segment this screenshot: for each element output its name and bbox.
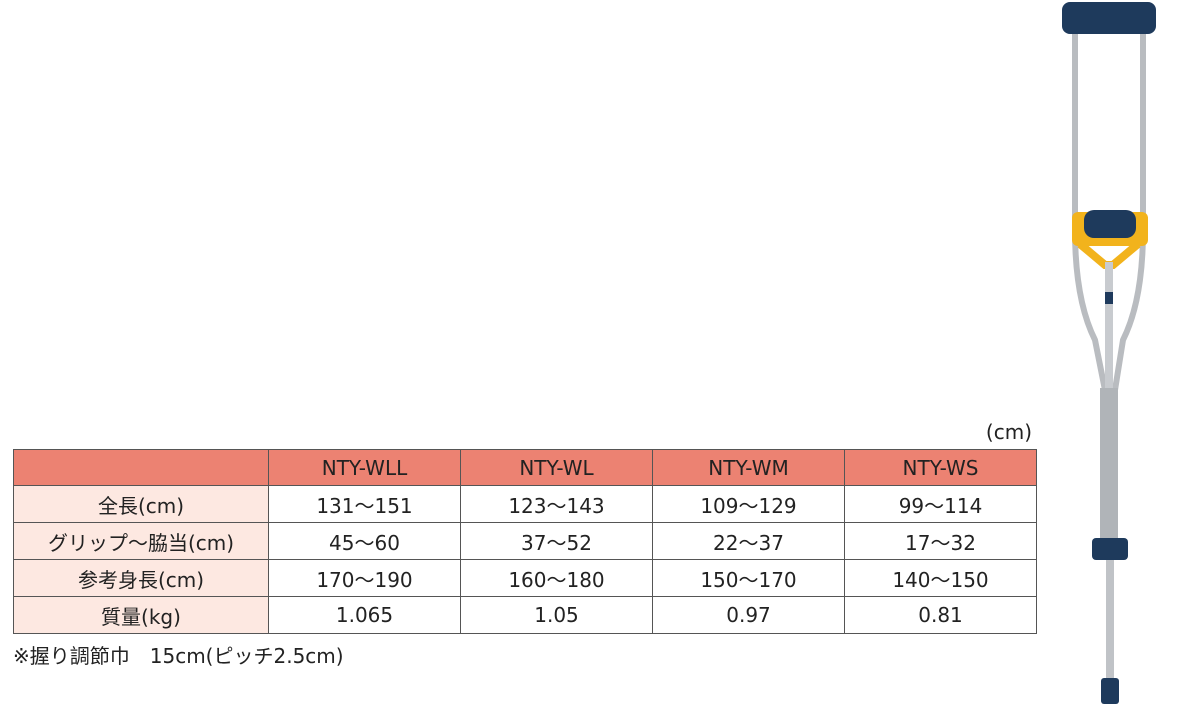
table-cell: 0.81	[844, 596, 1037, 634]
crutch-illustration	[1062, 2, 1156, 704]
table-cell: 131〜151	[268, 485, 461, 523]
column-header: NTY-WLL	[268, 449, 461, 486]
table-cell: 150〜170	[652, 559, 845, 597]
column-header: NTY-WS	[844, 449, 1037, 486]
spec-table: NTY-WLL NTY-WL NTY-WM NTY-WS 全長(cm) 131〜1…	[13, 449, 1037, 634]
row-label: グリップ〜脇当(cm)	[13, 522, 269, 560]
table-row: 全長(cm) 131〜151 123〜143 109〜129 99〜114	[13, 485, 1037, 523]
table-cell: 0.97	[652, 596, 845, 634]
table-cell: 99〜114	[844, 485, 1037, 523]
table-cell: 123〜143	[460, 485, 653, 523]
table-cell: 1.05	[460, 596, 653, 634]
table-cell: 170〜190	[268, 559, 461, 597]
table-cell: 160〜180	[460, 559, 653, 597]
table-cell: 1.065	[268, 596, 461, 634]
table-cell: 17〜32	[844, 522, 1037, 560]
header-row: NTY-WLL NTY-WL NTY-WM NTY-WS	[13, 449, 1037, 486]
header-corner	[13, 449, 269, 486]
row-label: 参考身長(cm)	[13, 559, 269, 597]
table-cell: 109〜129	[652, 485, 845, 523]
unit-label: (cm)	[985, 420, 1032, 444]
table-cell: 140〜150	[844, 559, 1037, 597]
table-row: 質量(kg) 1.065 1.05 0.97 0.81	[13, 596, 1037, 634]
table-cell: 37〜52	[460, 522, 653, 560]
table-cell: 45〜60	[268, 522, 461, 560]
table-row: グリップ〜脇当(cm) 45〜60 37〜52 22〜37 17〜32	[13, 522, 1037, 560]
table-row: 参考身長(cm) 170〜190 160〜180 150〜170 140〜150	[13, 559, 1037, 597]
table-cell: 22〜37	[652, 522, 845, 560]
column-header: NTY-WM	[652, 449, 845, 486]
column-header: NTY-WL	[460, 449, 653, 486]
row-label: 質量(kg)	[13, 596, 269, 634]
row-label: 全長(cm)	[13, 485, 269, 523]
footnote: ※握り調節巾 15cm(ピッチ2.5cm)	[13, 644, 344, 668]
